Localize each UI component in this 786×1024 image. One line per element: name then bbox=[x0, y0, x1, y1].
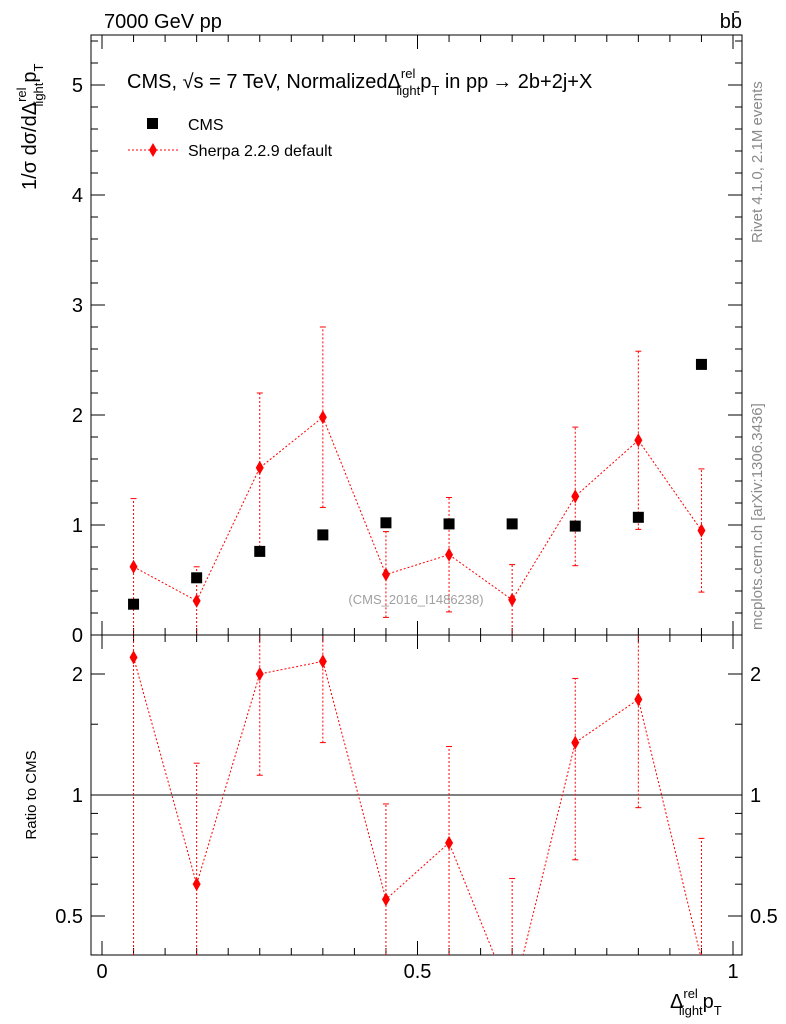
rivet-version-label: Rivet 4.1.0, 2.1M events bbox=[749, 81, 766, 243]
main-y-tick-label: 2 bbox=[72, 405, 83, 427]
ratio-y-tick-label: 0.5 bbox=[55, 906, 83, 928]
sherpa-point bbox=[634, 433, 643, 448]
ratio-point bbox=[255, 667, 264, 681]
legend: CMS Sherpa 2.2.9 default bbox=[128, 117, 333, 160]
main-y-axis-label: 1/σ dσ/dΔrel lightpT bbox=[14, 63, 46, 190]
cms-point bbox=[191, 572, 203, 584]
main-y-tick-label: 1 bbox=[72, 515, 83, 537]
sherpa-point bbox=[381, 567, 390, 582]
analysis-id-watermark: (CMS_2016_I1486238) bbox=[348, 592, 483, 607]
legend-sherpa-marker bbox=[149, 143, 157, 157]
ratio-point bbox=[381, 892, 390, 907]
ratio-y-tick-label-right: 1 bbox=[750, 785, 761, 807]
cms-point bbox=[569, 520, 581, 532]
cms-point bbox=[632, 511, 644, 523]
ratio-y-axis: 0.5 0.5 1 1 2 2 bbox=[55, 664, 778, 956]
ratio-y-tick-label: 1 bbox=[72, 785, 83, 807]
ratio-series-line bbox=[133, 657, 701, 955]
cms-point bbox=[317, 529, 329, 541]
process-label: bb̄ bbox=[720, 10, 742, 33]
x-tick-label: 1 bbox=[727, 961, 738, 983]
cms-point bbox=[506, 518, 518, 530]
main-y-tick-label: 3 bbox=[72, 295, 83, 317]
ratio-y-tick-label-right: 2 bbox=[750, 664, 761, 686]
mcplots-label: mcplots.cern.ch [arXiv:1306.3436] bbox=[749, 403, 766, 630]
main-plot-panel: 0 1 2 3 4 5 CMS, √s = 7 TeV, NormalizedΔrel li… bbox=[14, 34, 743, 647]
legend-cms-label: CMS bbox=[188, 117, 224, 134]
sherpa-line bbox=[133, 416, 702, 602]
cms-point bbox=[380, 517, 392, 529]
main-y-axis: 0 1 2 3 4 5 bbox=[72, 40, 742, 647]
cms-point bbox=[695, 358, 707, 370]
main-y-tick-label: 0 bbox=[72, 625, 83, 647]
ratio-plot-panel: 0.5 0.51 12 2 0 0.5 1 Ratio to CMS Δrel lightp… bbox=[23, 634, 778, 1018]
sherpa-point bbox=[445, 547, 454, 562]
x-tick-label: 0 bbox=[96, 961, 107, 983]
x-tick-label: 0.5 bbox=[404, 961, 432, 983]
ratio-point bbox=[318, 654, 327, 669]
ratio-point bbox=[634, 692, 643, 707]
ratio-point bbox=[129, 650, 138, 665]
main-y-tick-label: 5 bbox=[72, 75, 83, 97]
sherpa-point bbox=[697, 523, 706, 538]
cms-point bbox=[254, 545, 266, 557]
ratio-data-points bbox=[129, 650, 643, 907]
sherpa-point bbox=[192, 593, 201, 608]
ratio-point bbox=[192, 877, 201, 892]
main-y-tick-label: 4 bbox=[72, 185, 83, 207]
sherpa-point bbox=[318, 410, 327, 425]
energy-label: 7000 GeV pp bbox=[104, 11, 222, 33]
ratio-y-axis-label: Ratio to CMS bbox=[23, 750, 40, 839]
cms-point bbox=[443, 518, 455, 530]
main-error-bars bbox=[130, 326, 705, 636]
main-series-lines bbox=[133, 416, 702, 602]
ratio-x-axis: 0 0.5 1 bbox=[96, 635, 739, 983]
legend-cms-marker bbox=[147, 118, 158, 129]
cms-point bbox=[128, 598, 140, 610]
main-data-points bbox=[128, 358, 707, 610]
sherpa-point bbox=[571, 489, 580, 504]
ratio-y-tick-label: 2 bbox=[72, 664, 83, 686]
sherpa-point bbox=[255, 460, 264, 475]
sherpa-point bbox=[508, 592, 517, 607]
x-axis-label: Δrel lightpT bbox=[670, 986, 722, 1018]
sherpa-point bbox=[129, 559, 138, 574]
ratio-point bbox=[445, 835, 454, 850]
ratio-line bbox=[133, 657, 701, 955]
chart-title: CMS, √s = 7 TeV, NormalizedΔrel lightpT i… bbox=[127, 66, 592, 98]
legend-sherpa-label: Sherpa 2.2.9 default bbox=[188, 143, 333, 160]
ratio-error-bars bbox=[133, 635, 705, 955]
ratio-point bbox=[571, 735, 580, 750]
ratio-y-tick-label-right: 0.5 bbox=[750, 906, 778, 928]
